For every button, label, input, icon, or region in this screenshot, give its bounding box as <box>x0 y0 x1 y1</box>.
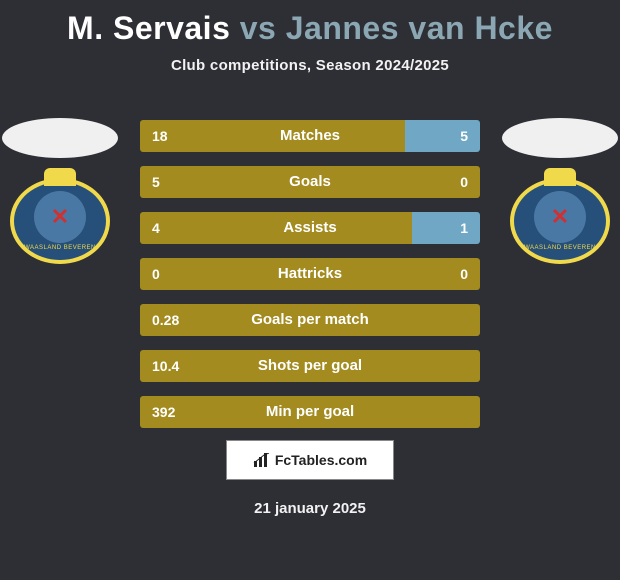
stat-bar-segment-right <box>405 120 480 152</box>
fctables-branding: FcTables.com <box>226 440 394 480</box>
stat-bar-bg <box>140 396 480 428</box>
player2-silhouette <box>502 118 618 158</box>
stat-bar-bg <box>140 212 480 244</box>
stat-row: Shots per goal10.4 <box>140 350 480 382</box>
stat-bar-bg <box>140 258 480 290</box>
stat-row: Matches185 <box>140 120 480 152</box>
stat-row: Min per goal392 <box>140 396 480 428</box>
crown-icon <box>544 168 576 186</box>
player2-name: Jannes van Hcke <box>286 10 553 46</box>
stat-row: Hattricks00 <box>140 258 480 290</box>
page-title: M. Servais vs Jannes van Hcke <box>0 0 620 47</box>
stat-bar-segment-right <box>412 212 480 244</box>
player1-club-badge: ✕ WAASLAND BEVEREN <box>10 178 110 264</box>
club-badge-name: WAASLAND BEVEREN <box>24 245 96 251</box>
subtitle: Club competitions, Season 2024/2025 <box>0 57 620 74</box>
stat-bar-bg <box>140 350 480 382</box>
stat-row: Assists41 <box>140 212 480 244</box>
player2-avatar-block: ✕ WAASLAND BEVEREN <box>500 118 620 264</box>
club-badge-symbol: ✕ <box>51 204 69 230</box>
fctables-label: FcTables.com <box>275 452 367 468</box>
crown-icon <box>44 168 76 186</box>
stat-bar-segment-left <box>140 166 480 198</box>
stat-bars: Matches185 Goals50 Assists41 Hattricks00 Goa… <box>140 120 480 442</box>
club-badge-inner: ✕ <box>534 191 586 243</box>
stat-bar-bg <box>140 166 480 198</box>
stat-bar-segment-left <box>140 120 405 152</box>
club-badge-name: WAASLAND BEVEREN <box>524 245 596 251</box>
player1-silhouette <box>2 118 118 158</box>
stat-row: Goals50 <box>140 166 480 198</box>
player1-avatar-block: ✕ WAASLAND BEVEREN <box>0 118 120 264</box>
player1-name: M. Servais <box>67 10 230 46</box>
stat-bar-bg <box>140 304 480 336</box>
date-label: 21 january 2025 <box>0 500 620 517</box>
stat-bar-bg <box>140 120 480 152</box>
stat-bar-segment-left <box>140 212 412 244</box>
player2-club-badge: ✕ WAASLAND BEVEREN <box>510 178 610 264</box>
stat-row: Goals per match0.28 <box>140 304 480 336</box>
vs-label: vs <box>240 10 277 46</box>
club-badge-inner: ✕ <box>34 191 86 243</box>
bar-chart-icon <box>253 453 271 467</box>
club-badge-symbol: ✕ <box>551 204 569 230</box>
